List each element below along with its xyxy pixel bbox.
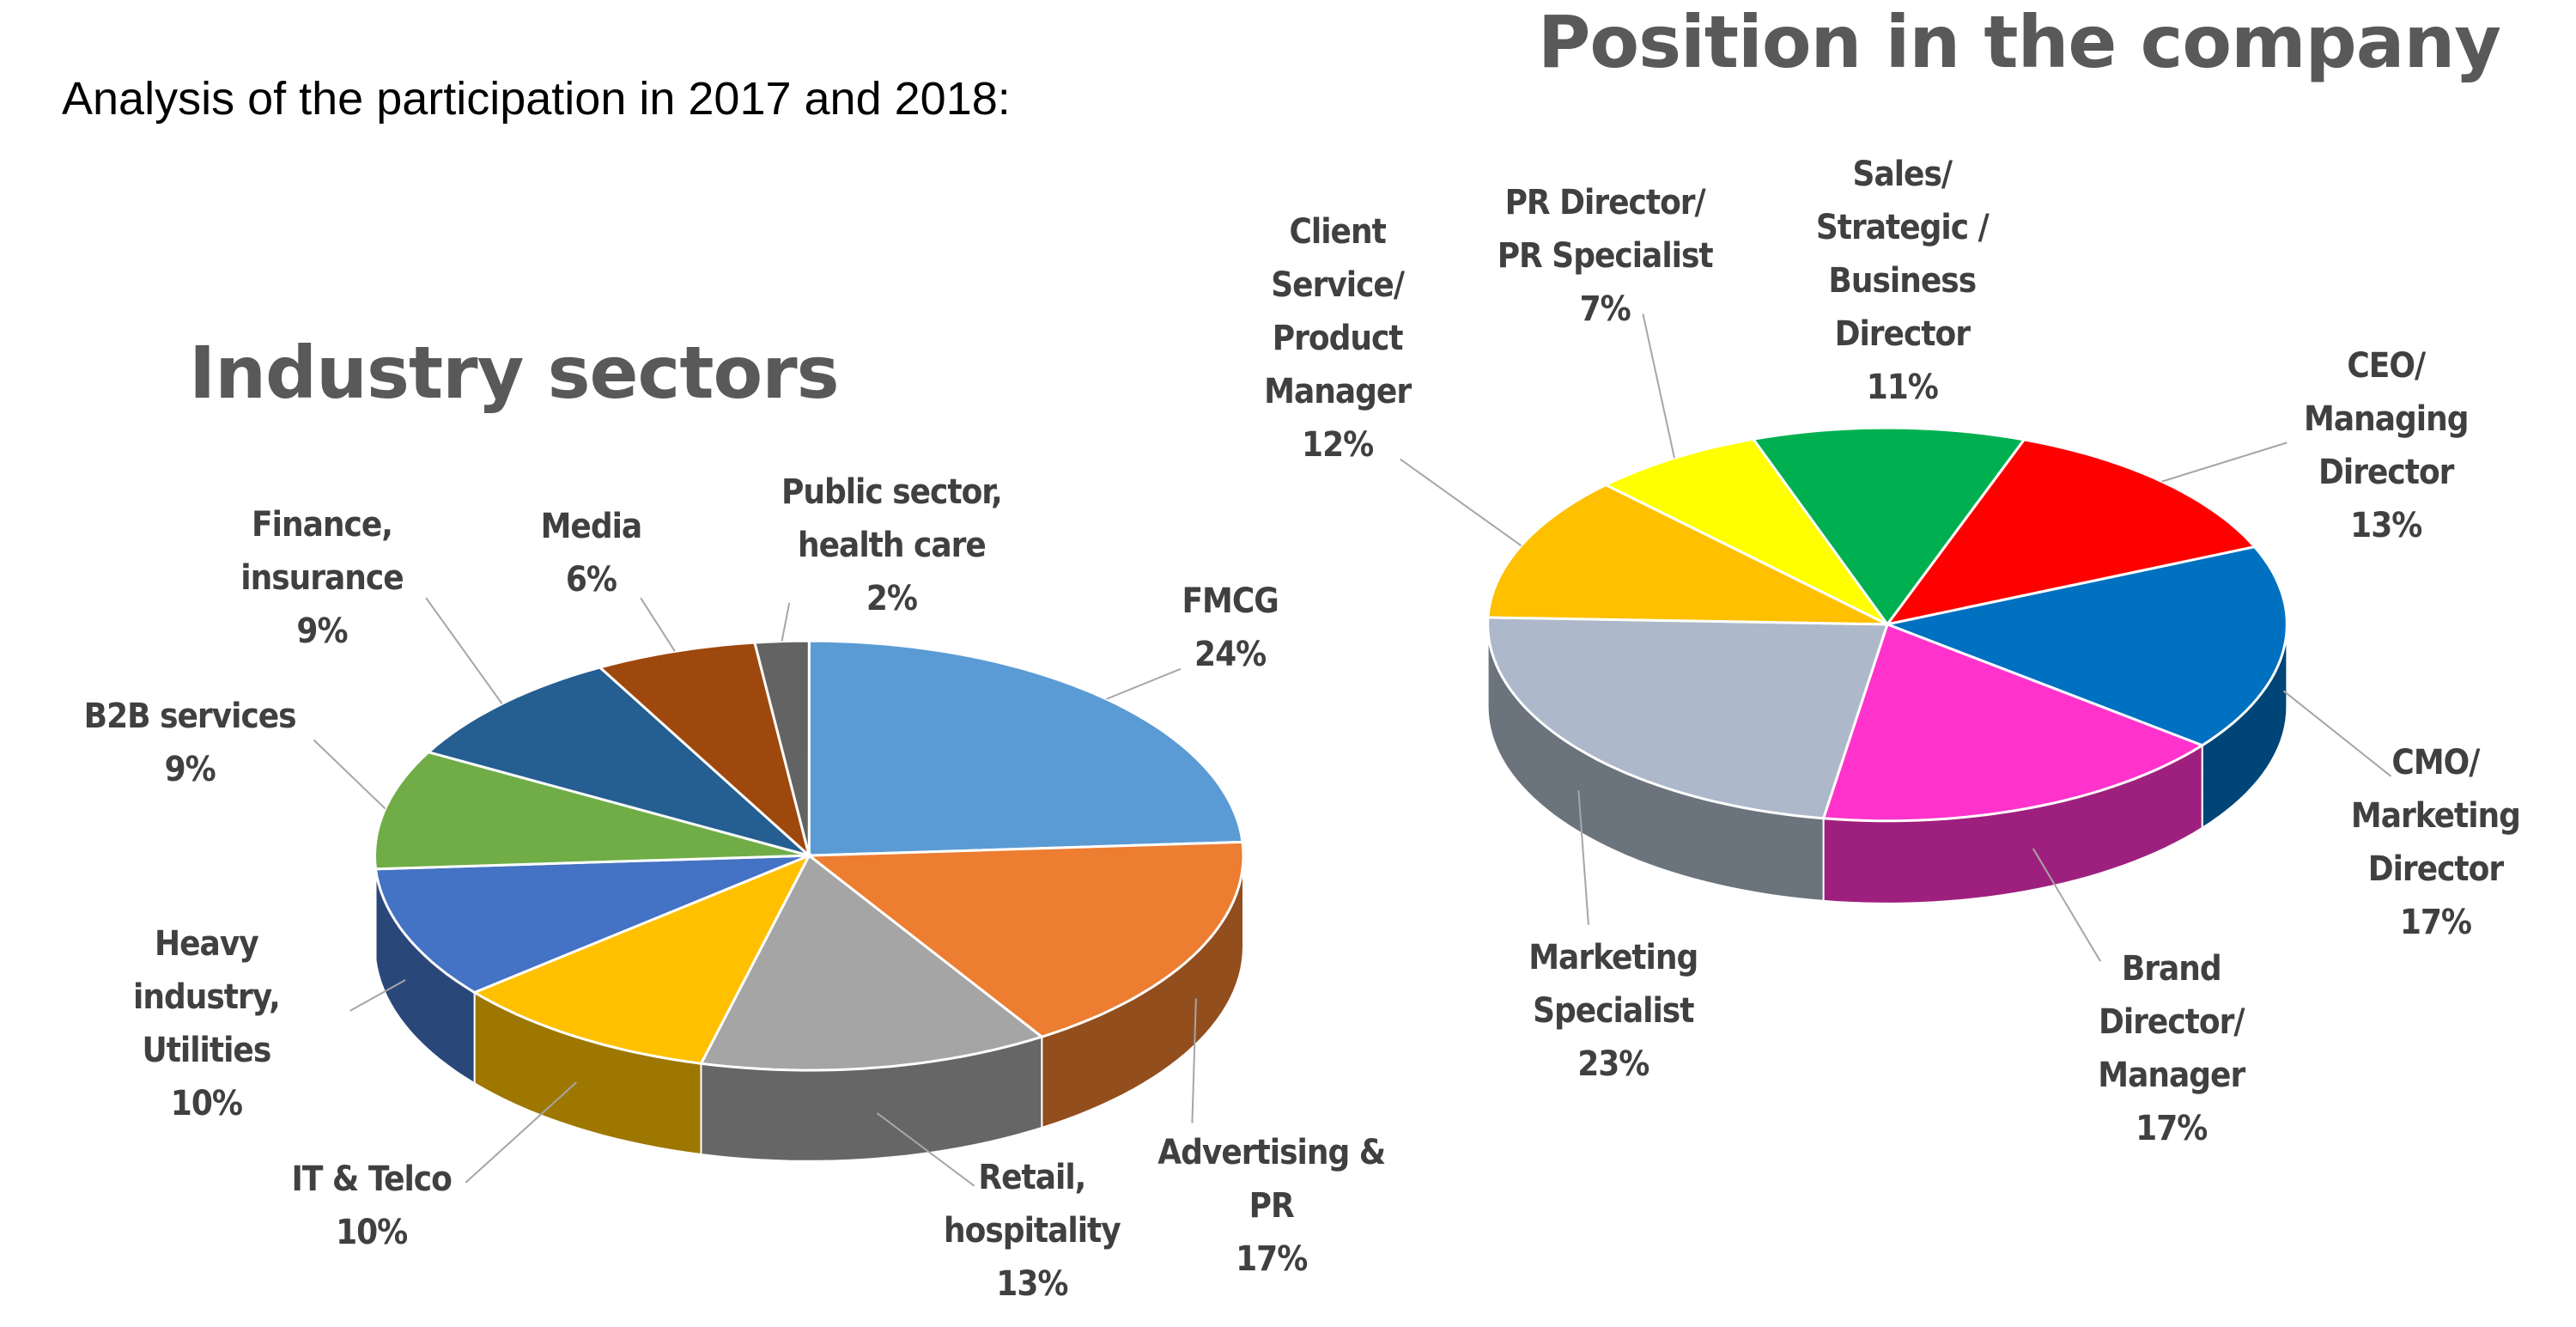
data-label: Public sector, health care 2% [751,466,1032,625]
data-label: CEO/ Managing Director 13% [2279,339,2494,552]
value-label: 11% [1866,367,1939,407]
value-label: 9% [296,612,348,652]
category-label: Finance, insurance [240,505,404,599]
pie-slice [597,641,811,860]
leader-line [313,739,386,810]
category-label: Brand Director/ Manager [2098,949,2245,1096]
data-label: CMO/ Marketing Director 17% [2328,736,2543,949]
data-label: Retail, hospitality 13% [916,1151,1147,1311]
category-label: Sales/ Strategic / Business Director [1815,154,1990,354]
category-label: CEO/ Managing Director [2303,346,2469,493]
value-label: 12% [1302,425,1374,466]
data-label: Brand Director/ Manager 17% [2072,942,2270,1155]
category-label: Public sector, health care [781,472,1003,565]
value-label: 10% [336,1212,408,1252]
leader-line [2161,441,2287,483]
leader-line [465,1081,577,1184]
pie-slice [1751,426,2026,627]
leader-line [349,979,406,1012]
pie-slice [373,751,810,871]
pie-slice [699,853,1045,1072]
data-label: PR Director/ PR Specialist 7% [1481,176,1728,336]
value-label: 24% [1194,634,1267,674]
pie-slice [425,666,811,857]
pie-slice [1602,437,1889,626]
pie-slice [805,840,1245,1038]
value-label: 2% [866,578,918,618]
pie-slice [1884,438,2257,627]
leader-line [1400,458,1522,547]
data-label: Heavy industry, Utilities 10% [116,917,298,1130]
pie-slice [1882,545,2288,747]
pie-slice [374,854,810,995]
value-label: 13% [996,1263,1068,1304]
leader-line [876,1112,975,1187]
category-label: Heavy industry, Utilities [132,924,281,1071]
category-label: Client Service/ Product Manager [1264,212,1412,412]
category-label: Media [540,507,643,547]
leader-line [640,597,676,652]
pie-slice [471,853,812,1065]
category-label: FMCG [1182,581,1279,621]
pie-slice [1821,622,2206,823]
value-label: 17% [1236,1239,1308,1279]
page-heading: Analysis of the participation in 2017 an… [62,73,1011,125]
data-label: IT & Telco 10% [256,1153,487,1259]
leader-line [781,602,791,642]
value-label: 10% [170,1084,243,1124]
leader-line [1106,667,1182,700]
data-label: Media 6% [517,500,665,606]
data-label: Marketing Specialist 23% [1498,931,1728,1091]
category-label: IT & Telco [291,1159,452,1199]
leader-line [1642,313,1675,459]
pie-slice [1486,616,1890,820]
chart-title: Industry sectors [189,331,840,415]
data-label: Sales/ Strategic / Business Director 11% [1795,148,2009,414]
leader-line [425,597,503,704]
value-label: 17% [2399,902,2472,942]
data-label: FMCG 24% [1131,575,1329,681]
category-label: Retail, hospitality [944,1157,1121,1251]
value-label: 7% [1579,289,1631,330]
category-label: Advertising & PR [1157,1132,1386,1226]
data-label: Finance, insurance 9% [215,498,429,658]
value-label: 13% [2350,506,2422,546]
value-label: 6% [565,560,617,600]
value-label: 23% [1577,1044,1649,1084]
category-label: B2B services [83,697,297,737]
leader-line [1577,790,1589,925]
data-label: B2B services 9% [58,690,322,796]
category-label: PR Director/ PR Specialist [1497,183,1714,277]
value-label: 17% [2136,1109,2208,1149]
leader-line [1191,998,1197,1123]
chart-title: Position in the company [1537,0,2501,84]
leader-line [2282,690,2392,777]
category-label: CMO/ Marketing Director [2350,742,2521,889]
data-label: Client Service/ Product Manager 12% [1238,205,1437,472]
value-label: 9% [164,750,216,790]
leader-line [2032,848,2101,962]
data-label: Advertising & PR 17% [1131,1126,1412,1286]
category-label: Marketing Specialist [1528,937,1698,1031]
